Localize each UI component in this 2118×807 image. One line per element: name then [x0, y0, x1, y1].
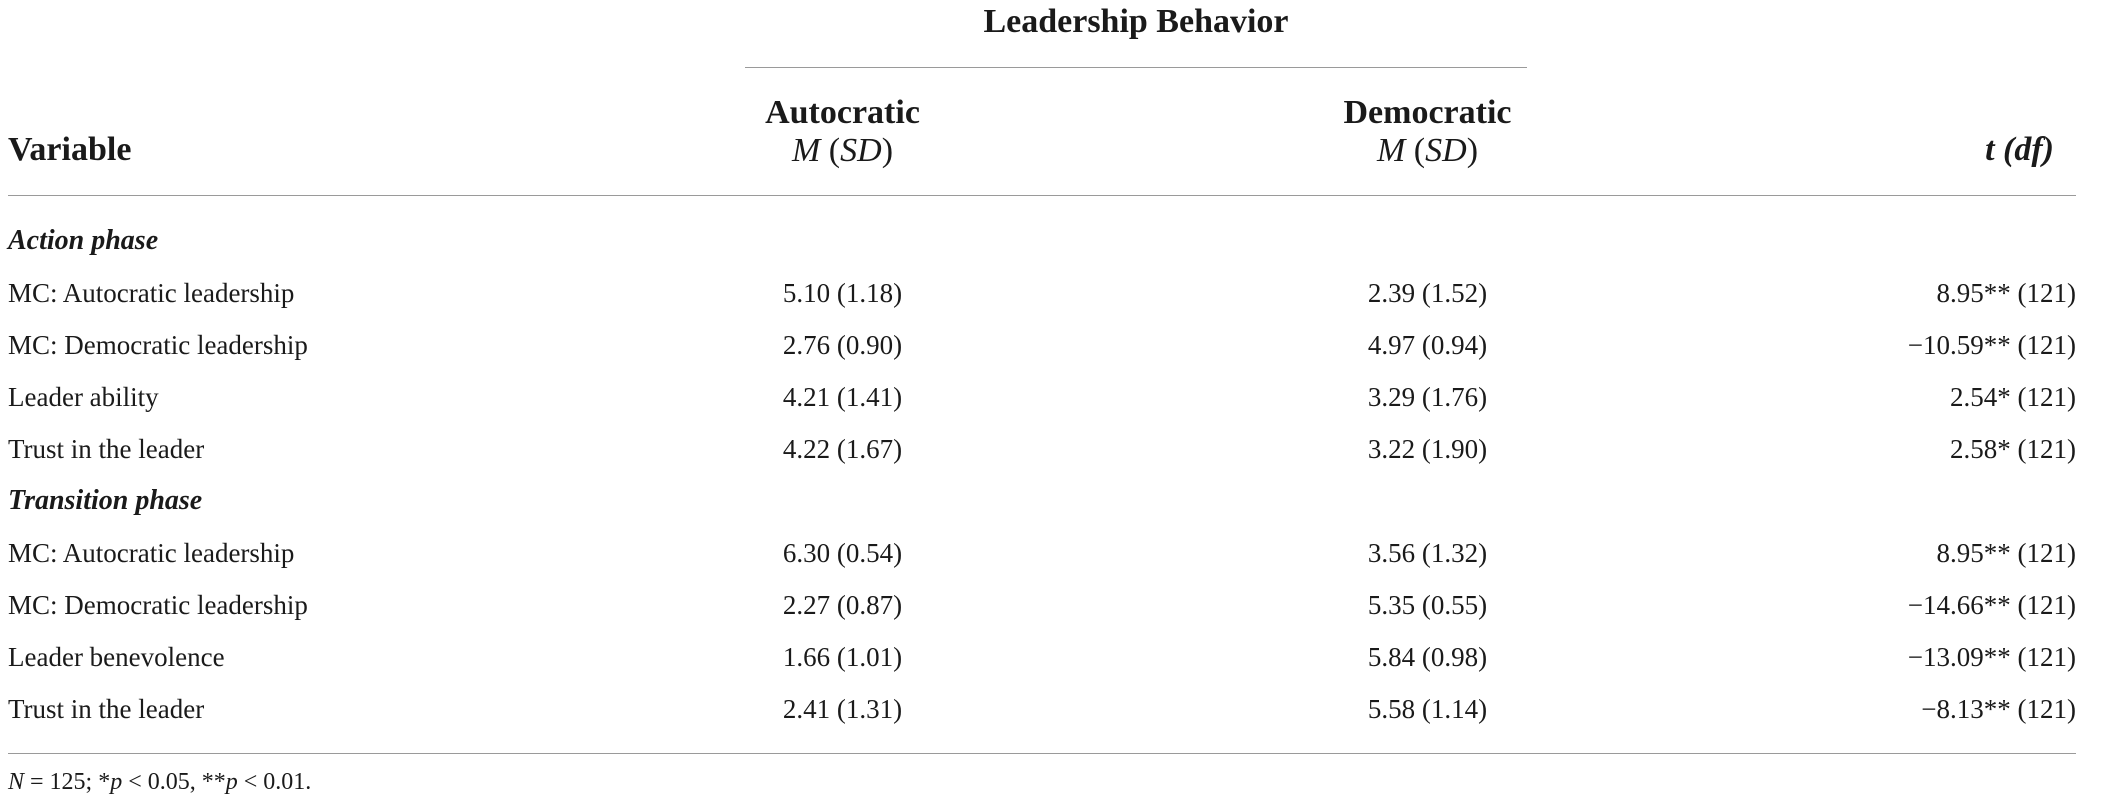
table-row: MC: Democratic leadership 2.76 (0.90) 4.…: [0, 319, 2118, 371]
table-row: MC: Autocratic leadership 6.30 (0.54) 3.…: [0, 527, 2118, 579]
column-header-autocratic-sub: M (SD): [791, 132, 894, 169]
cell-autocratic: 5.10 (1.18): [782, 278, 903, 308]
column-header-variable: Variable: [8, 131, 132, 168]
cell-t: 2.58* (121): [1950, 434, 2076, 464]
note-p-symbol: p: [225, 769, 238, 795]
cell-democratic: 4.97 (0.94): [1367, 330, 1488, 360]
cell-t: −13.09** (121): [1907, 642, 2076, 672]
cell-t: 2.54* (121): [1950, 382, 2076, 412]
cell-autocratic: 4.22 (1.67): [782, 434, 903, 464]
mean-symbol: M: [1376, 132, 1406, 169]
table-row: MC: Democratic leadership 2.27 (0.87) 5.…: [0, 579, 2118, 631]
cell-autocratic: 6.30 (0.54): [782, 538, 903, 568]
group-header: Leadership Behavior: [983, 3, 1289, 40]
table-row: Trust in the leader 4.22 (1.67) 3.22 (1.…: [0, 423, 2118, 475]
mean-symbol: M: [791, 132, 821, 169]
cell-t: −10.59** (121): [1907, 330, 2076, 360]
column-header-autocratic: Autocratic M (SD): [700, 94, 985, 170]
table-row: Leader ability 4.21 (1.41) 3.29 (1.76) 2…: [0, 371, 2118, 423]
column-header-democratic-label: Democratic: [1343, 94, 1512, 131]
column-header-autocratic-label: Autocratic: [765, 94, 920, 131]
table-note: N = 125; *p < 0.05, **p < 0.01.: [8, 762, 311, 802]
cell-variable: MC: Autocratic leadership: [8, 278, 295, 308]
note-p2-text: < 0.01.: [237, 769, 312, 795]
table-row: MC: Autocratic leadership 5.10 (1.18) 2.…: [0, 267, 2118, 319]
cell-variable: Trust in the leader: [8, 694, 205, 724]
cell-democratic: 5.84 (0.98): [1367, 642, 1488, 672]
cell-variable: MC: Democratic leadership: [8, 590, 308, 620]
cell-variable: Leader ability: [8, 382, 159, 412]
cell-variable: MC: Democratic leadership: [8, 330, 308, 360]
sd-symbol: SD: [840, 132, 882, 169]
cell-t: 8.95** (121): [1936, 538, 2076, 568]
note-p1-text: < 0.05, **: [122, 769, 226, 795]
note-n-text: = 125; *: [24, 769, 111, 795]
cell-autocratic: 2.27 (0.87): [782, 590, 903, 620]
bottom-rule: [8, 753, 2076, 754]
table-row: Leader benevolence 1.66 (1.01) 5.84 (0.9…: [0, 631, 2118, 683]
cell-variable: Leader benevolence: [8, 642, 225, 672]
cell-democratic: 2.39 (1.52): [1367, 278, 1488, 308]
cell-t: 8.95** (121): [1936, 278, 2076, 308]
cell-t: −8.13** (121): [1921, 694, 2076, 724]
header-rule: [8, 195, 2076, 196]
note-n-symbol: N: [8, 769, 25, 795]
cell-democratic: 3.22 (1.90): [1367, 434, 1488, 464]
cell-democratic: 3.56 (1.32): [1367, 538, 1488, 568]
cell-variable: MC: Autocratic leadership: [8, 538, 295, 568]
column-header-t-df: t (df): [1985, 131, 2054, 168]
cell-democratic: 5.58 (1.14): [1367, 694, 1488, 724]
group-header-rule: [745, 67, 1527, 68]
cell-autocratic: 2.76 (0.90): [782, 330, 903, 360]
section-label-transition: Transition phase: [8, 485, 203, 516]
cell-variable: Trust in the leader: [8, 434, 205, 464]
table-row: Trust in the leader 2.41 (1.31) 5.58 (1.…: [0, 683, 2118, 735]
sd-symbol: SD: [1425, 132, 1467, 169]
cell-autocratic: 4.21 (1.41): [782, 382, 903, 412]
section-label-action: Action phase: [8, 225, 159, 256]
note-p-symbol: p: [110, 769, 123, 795]
column-header-democratic-sub: M (SD): [1376, 132, 1479, 169]
cell-democratic: 5.35 (0.55): [1367, 590, 1488, 620]
cell-t: −14.66** (121): [1907, 590, 2076, 620]
cell-autocratic: 2.41 (1.31): [782, 694, 903, 724]
cell-autocratic: 1.66 (1.01): [782, 642, 903, 672]
column-header-democratic: Democratic M (SD): [1285, 94, 1570, 170]
cell-democratic: 3.29 (1.76): [1367, 382, 1488, 412]
